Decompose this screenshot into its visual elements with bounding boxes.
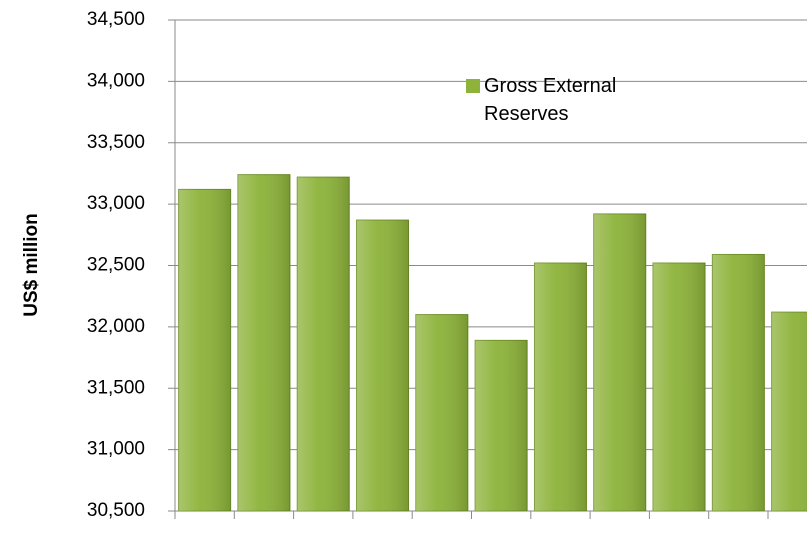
bar-group [533,262,587,512]
y-tick-label: 31,500 [87,377,145,398]
bar-shade [771,312,807,511]
bar-shade [297,177,350,511]
bar-group [474,339,528,512]
bar-shade [593,213,646,511]
bar-group [296,176,350,512]
bar-group [356,219,410,512]
y-tick-label: 31,000 [87,439,145,460]
bar-group [711,253,765,512]
bar-group [237,174,291,512]
y-tick-label: 30,500 [87,500,145,521]
bar-group [771,311,807,512]
y-tick-label: 34,000 [87,70,145,91]
bar-group [593,213,647,512]
bar-shade [712,254,765,511]
bar-shade [356,220,409,511]
bar-shade [178,189,231,511]
y-tick-label: 33,000 [87,193,145,214]
bar-shade [475,340,528,511]
bar-shade [237,174,290,512]
legend-swatch [466,79,480,93]
legend-label: Gross External Reserves [484,75,617,125]
y-tick-label: 34,500 [87,9,145,30]
legend: Gross External Reserves [466,72,666,128]
bar-group [652,262,706,512]
bar-shade [534,263,587,511]
y-tick-label: 32,500 [87,255,145,276]
y-tick-label: 32,000 [87,316,145,337]
y-axis-label: US$ million [21,213,42,316]
bar-group [415,314,469,512]
bar-group [178,188,232,512]
y-tick-label: 33,500 [87,132,145,153]
bar-shade [653,263,706,511]
bar-shade [415,314,468,511]
